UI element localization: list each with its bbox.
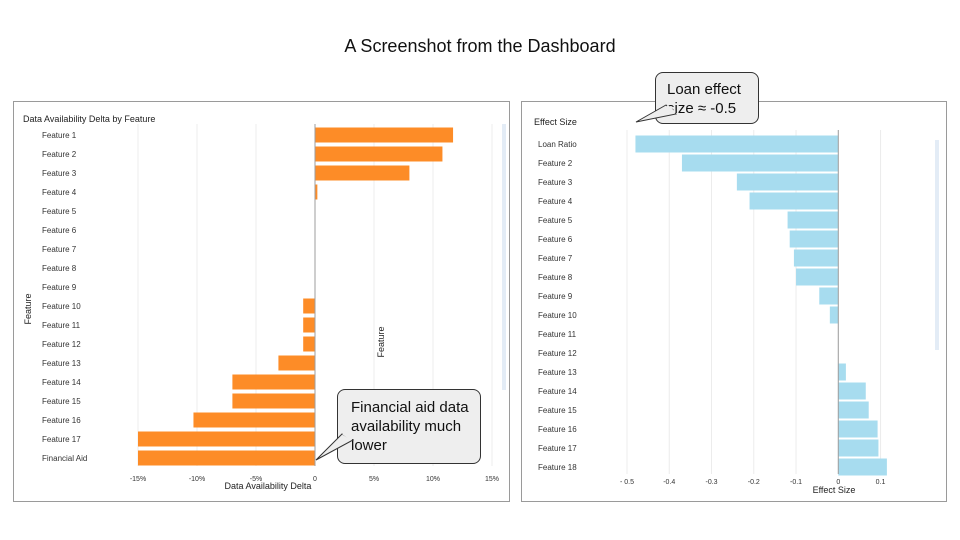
financial-aid-callout: Financial aid data availability much low…	[337, 389, 481, 464]
category-label: Feature 2	[538, 159, 573, 168]
bar	[819, 287, 839, 305]
right-scrollbar[interactable]	[935, 140, 939, 350]
bar	[838, 458, 887, 476]
bar	[138, 450, 315, 466]
x-tick-label: 10%	[426, 476, 440, 483]
category-label: Feature 4	[42, 188, 77, 197]
category-label: Feature 5	[538, 216, 573, 225]
category-label: Feature 14	[538, 387, 577, 396]
category-label: Feature 2	[42, 150, 77, 159]
category-label: Feature 5	[42, 207, 77, 216]
x-tick-label: 15%	[485, 476, 499, 483]
category-label: Feature 14	[42, 378, 81, 387]
x-axis-title: Data Availability Delta	[225, 481, 312, 491]
x-tick-label: -0.3	[705, 479, 717, 486]
bar	[736, 173, 839, 191]
bar	[793, 249, 839, 267]
x-tick-label: -0.2	[748, 479, 760, 486]
category-label: Feature 12	[538, 349, 577, 358]
y-axis-title: Feature	[23, 293, 33, 324]
bar	[635, 135, 839, 153]
category-label: Feature 12	[42, 340, 81, 349]
bar	[315, 146, 443, 162]
category-label: Feature 18	[538, 463, 577, 472]
bar	[278, 355, 315, 371]
category-label: Feature 13	[42, 359, 81, 368]
x-tick-label: -5%	[250, 476, 262, 483]
bar	[838, 439, 879, 457]
category-label: Feature 15	[42, 397, 81, 406]
category-label: Feature 4	[538, 197, 573, 206]
bar	[315, 184, 318, 200]
category-label: Feature 7	[42, 245, 77, 254]
category-label: Financial Aid	[42, 454, 87, 463]
category-label: Feature 10	[538, 311, 577, 320]
category-label: Feature 17	[42, 435, 81, 444]
bar	[749, 192, 839, 210]
bar	[829, 306, 839, 324]
category-label: Feature 13	[538, 368, 577, 377]
category-label: Feature 9	[42, 283, 77, 292]
category-label: Feature 11	[42, 321, 81, 330]
category-label: Feature 11	[538, 330, 577, 339]
bar	[787, 211, 839, 229]
category-label: Feature 6	[538, 235, 573, 244]
x-tick-label: -0.1	[790, 479, 802, 486]
x-tick-label: - 0.5	[620, 479, 634, 486]
x-axis-title: Effect Size	[813, 485, 856, 495]
bar	[232, 374, 315, 390]
secondary-axis-label: Feature	[376, 326, 386, 357]
x-tick-label: -0.4	[663, 479, 675, 486]
category-label: Feature 3	[42, 169, 77, 178]
category-label: Feature 8	[538, 273, 573, 282]
bar	[838, 401, 869, 419]
category-label: Feature 10	[42, 302, 81, 311]
bar	[838, 382, 866, 400]
category-label: Loan Ratio	[538, 140, 577, 149]
bar	[315, 165, 410, 181]
category-label: Feature 6	[42, 226, 77, 235]
x-tick-label: -10%	[189, 476, 205, 483]
category-label: Feature 7	[538, 254, 573, 263]
right-chart-title: Effect Size	[534, 117, 577, 127]
category-label: Feature 9	[538, 292, 573, 301]
bar	[838, 363, 846, 381]
page-title: A Screenshot from the Dashboard	[344, 36, 616, 56]
x-tick-label: 0.1	[876, 479, 886, 486]
bar	[303, 317, 315, 333]
x-tick-label: 5%	[369, 476, 379, 483]
bar	[303, 298, 315, 314]
x-tick-label: -15%	[130, 476, 146, 483]
left-chart-title: Data Availability Delta by Feature	[23, 114, 156, 124]
category-label: Feature 15	[538, 406, 577, 415]
category-label: Feature 16	[538, 425, 577, 434]
bar	[138, 431, 315, 447]
category-label: Feature 17	[538, 444, 577, 453]
effect-size-chart: Loan Ratio Feature 2 Feature 3 Feature 4 Fea…	[538, 130, 887, 495]
category-label: Feature 16	[42, 416, 81, 425]
effect-size-panel: Effect Size Loan Ratio Feature 2 Feature 3…	[521, 101, 947, 502]
bar	[796, 268, 839, 286]
x-tick-label: 0	[313, 476, 317, 483]
left-scrollbar[interactable]	[502, 124, 506, 390]
bar	[789, 230, 839, 248]
bar	[303, 336, 315, 352]
bar	[315, 127, 454, 143]
bar	[838, 420, 878, 438]
category-label: Feature 3	[538, 178, 573, 187]
loan-effect-callout: Loan effect size ≈ -0.5	[655, 72, 759, 124]
category-label: Feature 1	[42, 131, 77, 140]
x-tick-label: 0	[836, 479, 840, 486]
bar	[193, 412, 315, 428]
bar	[681, 154, 839, 172]
bar	[232, 393, 315, 409]
category-label: Feature 8	[42, 264, 77, 273]
